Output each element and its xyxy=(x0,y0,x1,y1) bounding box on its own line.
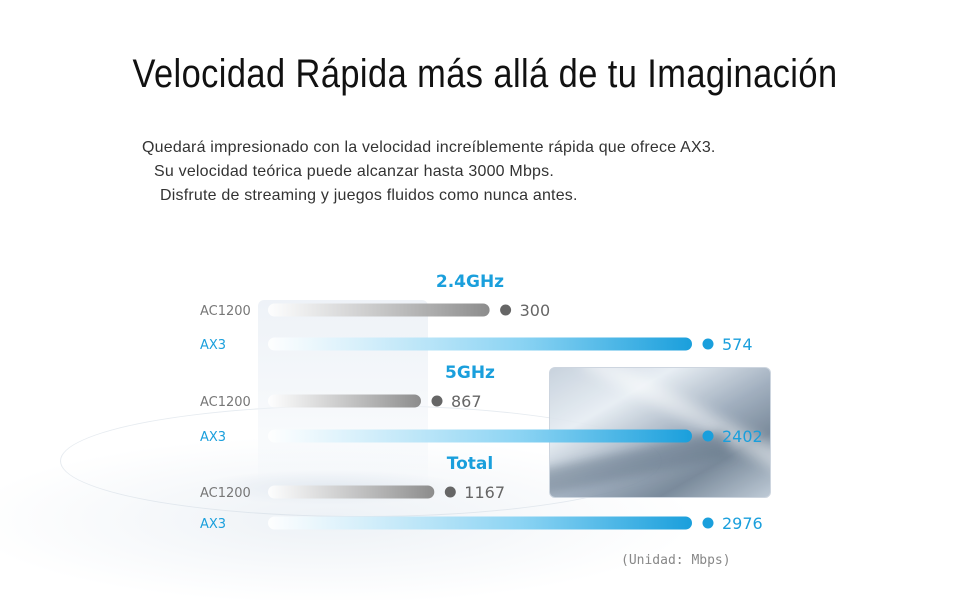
group-label: 2.4GHz xyxy=(436,272,504,292)
series-label: AC1200 xyxy=(200,304,251,319)
value-dot xyxy=(702,430,714,442)
intro-line: Quedará impresionado con la velocidad in… xyxy=(142,139,716,156)
group-label: Total xyxy=(447,454,493,474)
value-dot xyxy=(444,486,456,498)
data-label: 867 xyxy=(451,392,482,411)
data-label: 2976 xyxy=(722,514,763,533)
series-label: AC1200 xyxy=(200,486,251,501)
data-bar xyxy=(268,394,421,408)
data-bar xyxy=(268,485,435,499)
value-dot xyxy=(702,517,714,529)
group-label: 5GHz xyxy=(445,363,495,383)
page-title: Velocidad Rápida más allá de tu Imaginac… xyxy=(132,52,838,96)
series-label: AX3 xyxy=(200,430,226,445)
data-bar xyxy=(268,429,692,443)
intro-line: Disfrute de streaming y juegos fluidos c… xyxy=(160,187,578,204)
data-bar xyxy=(268,303,490,317)
unit-note: (Unidad: Mbps) xyxy=(621,553,731,568)
value-dot xyxy=(500,304,512,316)
value-dot xyxy=(702,338,714,350)
series-label: AX3 xyxy=(200,517,226,532)
intro-line: Su velocidad teórica puede alcanzar hast… xyxy=(154,163,554,180)
data-label: 2402 xyxy=(722,427,763,446)
series-label: AC1200 xyxy=(200,395,251,410)
data-bar xyxy=(268,516,692,530)
data-label: 1167 xyxy=(464,483,505,502)
data-bar xyxy=(268,337,692,351)
data-label: 574 xyxy=(722,335,753,354)
data-label: 300 xyxy=(520,301,551,320)
value-dot xyxy=(431,395,443,407)
series-label: AX3 xyxy=(200,338,226,353)
router-background-image xyxy=(258,300,428,485)
